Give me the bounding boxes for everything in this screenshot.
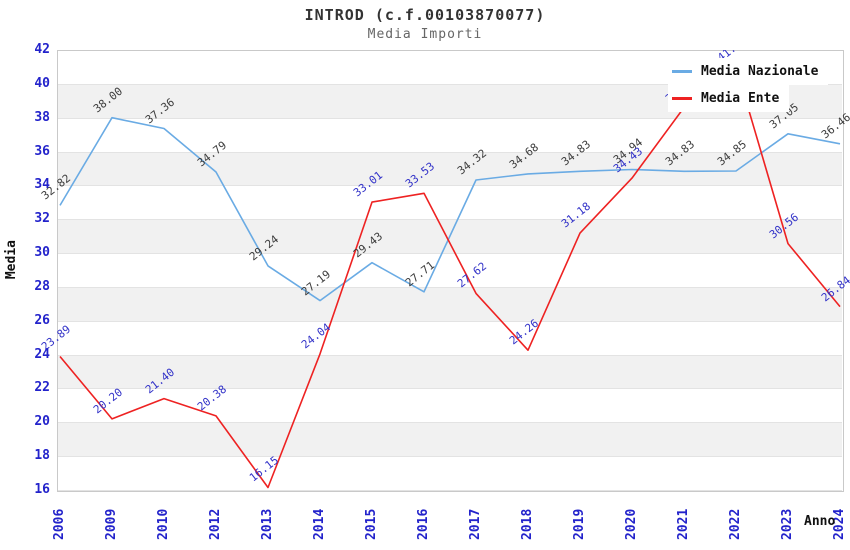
legend-line-swatch — [672, 97, 692, 100]
gridline — [58, 185, 842, 187]
x-tick-label: 2020 — [624, 508, 639, 540]
gridline — [58, 286, 842, 288]
legend-item: Media Nazionale — [668, 58, 829, 85]
x-tick-label: 2015 — [364, 508, 379, 540]
plot-area: 32.82 38.00 37.36 34.79 29.24 27.19 29.43 27.71… — [0, 50, 850, 510]
gridline — [58, 456, 842, 458]
gridline — [58, 117, 842, 119]
gridline — [58, 219, 842, 221]
series-line-media-ente — [59, 65, 841, 489]
y-tick-label: 26 — [34, 312, 50, 328]
chart-subtitle: Media Importi — [367, 27, 483, 42]
legend: Media Nazionale Media Ente — [668, 58, 829, 112]
gridline — [58, 253, 842, 255]
y-tick-label: 20 — [34, 414, 50, 430]
y-axis-title: Media — [4, 240, 19, 280]
x-tick-label: 2014 — [312, 508, 327, 540]
plot-band — [58, 286, 842, 321]
y-tick-label: 36 — [34, 143, 50, 159]
gridline — [58, 388, 842, 390]
legend-item: Media Ente — [668, 85, 790, 112]
gridline — [58, 83, 842, 85]
plot-band — [58, 151, 842, 186]
x-tick-label: 2023 — [780, 508, 795, 540]
x-tick-label: 2013 — [260, 508, 275, 540]
x-tick-label: 2019 — [572, 508, 587, 540]
x-tick-label: 2009 — [104, 508, 119, 540]
y-tick-label: 30 — [34, 245, 50, 261]
chart-title: INTROD (c.f.00103870077) — [304, 6, 546, 24]
y-tick-label: 40 — [34, 75, 50, 91]
plot-border — [57, 50, 844, 492]
y-tick-label: 32 — [34, 211, 50, 227]
y-tick-label: 24 — [34, 346, 50, 362]
y-tick-label: 38 — [34, 109, 50, 125]
x-axis-title: Anno — [804, 514, 836, 529]
x-tick-label: 2006 — [52, 508, 67, 540]
gridline — [58, 490, 842, 491]
x-tick-label: 2018 — [520, 508, 535, 540]
x-tick-label: 2017 — [468, 508, 483, 540]
legend-item-label: Media Nazionale — [701, 64, 819, 79]
gridline — [58, 422, 842, 424]
x-tick-label: 2016 — [416, 508, 431, 540]
plot-band — [58, 354, 842, 389]
series-line-media-nazionale — [59, 116, 841, 302]
legend-line-swatch — [672, 70, 692, 73]
x-tick-label: 2010 — [156, 508, 171, 540]
y-tick-label: 34 — [34, 177, 50, 193]
gridline — [58, 320, 842, 322]
gridline — [58, 354, 842, 356]
y-tick-label: 18 — [34, 448, 50, 464]
gridline — [58, 151, 842, 153]
x-tick-label: 2012 — [208, 508, 223, 540]
y-tick-label: 16 — [34, 482, 50, 497]
series-lines — [59, 65, 841, 489]
x-tick-label: 2021 — [676, 508, 691, 540]
y-tick-label: 42 — [34, 42, 50, 57]
y-tick-label: 28 — [34, 278, 50, 294]
plot-band — [58, 422, 842, 457]
y-tick-label: 22 — [34, 380, 50, 396]
x-tick-label: 2022 — [728, 508, 743, 540]
legend-item-label: Media Ente — [701, 91, 780, 106]
